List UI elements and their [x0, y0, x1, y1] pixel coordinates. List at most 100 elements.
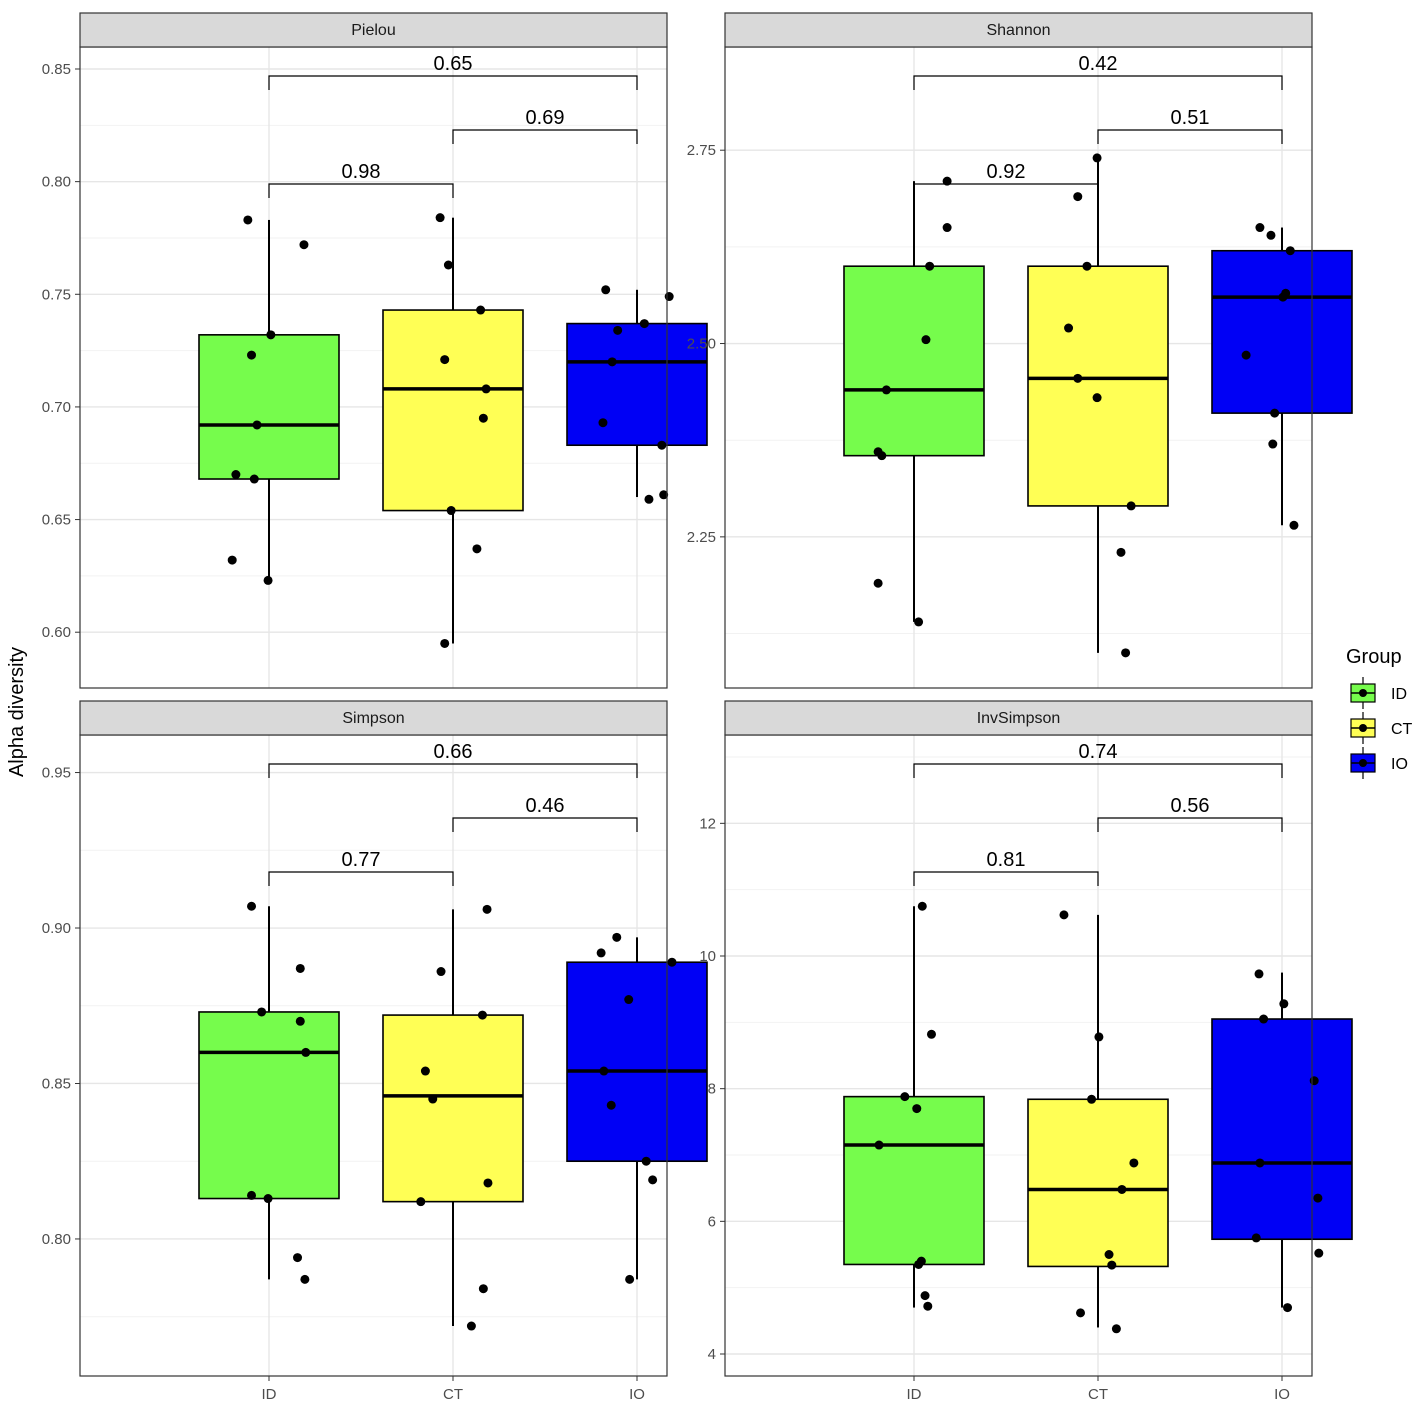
box-io — [566, 961, 708, 1163]
data-point-id — [252, 420, 262, 430]
y-tick-label: 8 — [708, 1081, 716, 1098]
y-tick-label: 0.80 — [42, 1231, 71, 1248]
data-point-ct — [1129, 1158, 1139, 1168]
data-point-io — [657, 440, 667, 450]
data-point-id — [295, 1016, 305, 1026]
comparison-bracket — [913, 763, 1283, 778]
y-tick-label: 4 — [708, 1346, 716, 1363]
facet-strip — [724, 12, 1313, 48]
data-point-id — [300, 1274, 310, 1284]
data-point-io — [1281, 288, 1291, 298]
data-point-ct — [477, 1010, 487, 1020]
data-point-id — [881, 385, 891, 395]
y-tick-label: 0.85 — [42, 61, 71, 78]
comparison-bracket — [268, 871, 454, 886]
data-point-ct — [1082, 261, 1092, 271]
p-value-label: 0.69 — [526, 107, 565, 129]
y-tick-label: 0.75 — [42, 286, 71, 303]
data-point-id — [301, 1047, 311, 1057]
legend-title: Group — [1346, 646, 1402, 668]
data-point-io — [598, 418, 608, 428]
legend-key-point — [1359, 724, 1367, 732]
panel-invsimpson: 4 6 8 10 12 0.81 0.56 0.74 InvSimpson ID CT IO — [699, 700, 1353, 1403]
data-point-ct — [472, 544, 482, 554]
data-point-ct — [440, 355, 450, 365]
p-value-label: 0.46 — [526, 795, 565, 817]
data-point-id — [247, 350, 257, 360]
facet-strip — [79, 12, 668, 48]
data-point-ct — [1087, 1094, 1097, 1104]
legend-label: ID — [1391, 686, 1407, 703]
data-point-io — [1279, 999, 1289, 1009]
comparison-bracket — [268, 763, 638, 778]
data-point-io — [1270, 408, 1280, 418]
data-point-ct — [1126, 501, 1136, 511]
data-point-ct — [435, 213, 445, 223]
p-value-label: 0.81 — [987, 849, 1026, 871]
facet-strip-label: Simpson — [342, 710, 404, 727]
data-point-id — [914, 617, 924, 627]
data-point-ct — [478, 1284, 488, 1294]
data-point-io — [1254, 969, 1264, 979]
y-tick-label: 12 — [699, 815, 716, 832]
data-point-io — [1283, 1303, 1293, 1313]
legend-key-point — [1359, 759, 1367, 767]
data-point-io — [613, 325, 623, 335]
data-point-io — [624, 995, 634, 1005]
data-point-id — [926, 1029, 936, 1039]
comparison-bracket — [913, 75, 1283, 90]
data-point-ct — [1064, 323, 1074, 333]
data-point-io — [659, 490, 669, 500]
data-point-ct — [436, 967, 446, 977]
data-point-id — [873, 578, 883, 588]
y-tick-label: 0.95 — [42, 765, 71, 782]
data-point-id — [925, 261, 935, 271]
data-point-id — [247, 901, 257, 911]
data-point-id — [249, 474, 259, 484]
facet-strip-label: InvSimpson — [977, 710, 1061, 727]
comparison-bracket — [452, 817, 638, 832]
comparison-bracket — [268, 183, 454, 198]
data-point-ct — [1121, 648, 1131, 658]
p-value-label: 0.74 — [1079, 741, 1118, 763]
data-point-io — [1268, 439, 1278, 449]
data-point-ct — [420, 1066, 430, 1076]
p-value-label: 0.66 — [434, 741, 473, 763]
legend: Group ID CT IO — [1346, 646, 1413, 779]
data-point-id — [920, 1291, 930, 1301]
data-point-id — [263, 575, 273, 585]
data-point-io — [1266, 230, 1276, 240]
data-point-io — [641, 1156, 651, 1166]
legend-item-id: ID — [1350, 677, 1407, 709]
comparison-bracket — [1097, 129, 1283, 144]
data-point-id — [900, 1092, 910, 1102]
data-point-ct — [1092, 153, 1102, 163]
data-point-id — [942, 223, 952, 233]
data-point-io — [664, 292, 674, 302]
box-ct — [1027, 1098, 1169, 1268]
data-point-io — [1241, 350, 1251, 360]
data-point-io — [644, 494, 654, 504]
data-point-ct — [1076, 1308, 1086, 1318]
p-value-label: 0.51 — [1171, 107, 1210, 129]
comparison-bracket — [268, 75, 638, 90]
x-tick-label: ID — [907, 1386, 922, 1403]
comparison-bracket — [1097, 817, 1283, 832]
y-tick-label: 2.75 — [687, 142, 716, 159]
data-point-id — [921, 335, 931, 345]
facet-strip — [79, 700, 668, 736]
data-point-io — [599, 1066, 609, 1076]
data-point-io — [1255, 223, 1265, 233]
data-point-ct — [476, 305, 486, 315]
box-io — [1211, 1018, 1353, 1241]
data-point-ct — [1059, 910, 1069, 920]
data-point-ct — [1092, 393, 1102, 403]
p-value-label: 0.92 — [987, 161, 1026, 183]
p-value-label: 0.77 — [342, 849, 381, 871]
data-point-io — [1314, 1248, 1324, 1258]
y-tick-label: 0.85 — [42, 1075, 71, 1092]
y-tick-label: 0.70 — [42, 399, 71, 416]
y-tick-label: 0.90 — [42, 920, 71, 937]
data-point-ct — [1073, 373, 1083, 383]
